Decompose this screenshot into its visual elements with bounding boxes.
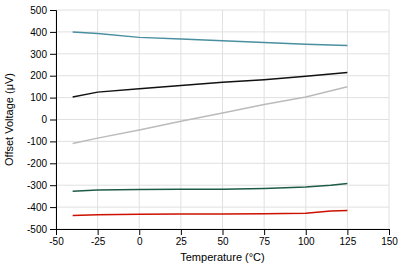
y-tick-mark [50, 54, 56, 55]
y-tick-label: 0 [41, 114, 47, 125]
y-tick-mark [50, 120, 56, 121]
x-tick-mark [223, 229, 224, 235]
y-tick-label: -100 [27, 136, 47, 147]
series-line [73, 183, 348, 191]
x-tick-label: -25 [91, 236, 106, 247]
y-tick: 300 [30, 49, 56, 60]
y-tick: 200 [30, 70, 56, 81]
y-axis-title: Offset Voltage (μV) [3, 73, 15, 166]
y-tick: -500 [27, 224, 56, 235]
grid-line-y [56, 119, 389, 120]
grid-line-y [56, 10, 389, 11]
grid-line-y [56, 31, 389, 32]
x-tick-label: 25 [176, 236, 188, 247]
y-tick-label: -200 [27, 158, 47, 169]
x-tick-label: 50 [217, 236, 229, 247]
y-tick-label: -500 [27, 224, 47, 235]
y-tick-label: -300 [27, 180, 47, 191]
series-line [73, 210, 348, 215]
x-tick-mark [181, 229, 182, 235]
y-tick-mark [50, 10, 56, 11]
x-tick-mark [389, 229, 390, 235]
y-tick: -400 [27, 202, 56, 213]
x-tick-label: 150 [381, 236, 398, 247]
x-tick: 125 [340, 229, 357, 247]
x-tick-label: 100 [298, 236, 315, 247]
x-tick: 0 [137, 229, 143, 247]
grid [56, 10, 389, 229]
y-tick: 0 [41, 114, 56, 125]
x-tick: 150 [381, 229, 398, 247]
y-tick: 400 [30, 27, 56, 38]
grid-line-y [56, 163, 389, 164]
y-axis: -500 -400 -300 -200 -100 0 100 200 300 400 500 [27, 5, 57, 235]
y-tick-mark [50, 141, 56, 142]
grid-line-y [56, 207, 389, 208]
y-tick-label: 200 [30, 70, 47, 81]
x-axis-line [57, 230, 390, 236]
x-tick: 50 [217, 229, 229, 247]
x-tick-label: 75 [259, 236, 271, 247]
y-tick-label: 100 [30, 92, 47, 103]
chart: -50 -25 0 25 50 75 100 125 150 -500 -400 -300 -200 -1… [0, 0, 405, 267]
x-tick-mark [306, 229, 307, 235]
y-tick: -200 [27, 158, 56, 169]
y-tick: 100 [30, 92, 56, 103]
series-line [73, 32, 348, 46]
y-tick-label: -400 [27, 202, 47, 213]
y-tick-mark [50, 229, 56, 230]
y-tick-mark [50, 185, 56, 186]
y-tick: 500 [30, 5, 56, 16]
x-tick-label: -50 [49, 236, 64, 247]
y-tick-mark [50, 32, 56, 33]
grid-line-y [56, 53, 389, 54]
grid-line-y [56, 75, 389, 76]
y-tick: -100 [27, 136, 56, 147]
x-axis-title: Temperature (°C) [180, 251, 264, 263]
x-tick-mark [98, 229, 99, 235]
y-axis-line [50, 11, 57, 230]
y-tick-mark [50, 98, 56, 99]
x-tick: 25 [176, 229, 188, 247]
series-line [73, 72, 348, 97]
x-tick-label: 0 [137, 236, 143, 247]
x-tick-mark [264, 229, 265, 235]
plot-area [73, 32, 348, 216]
x-tick: -50 [49, 229, 64, 247]
y-tick-mark [50, 76, 56, 77]
grid-line-y [56, 141, 389, 142]
x-tick-mark [139, 229, 140, 235]
y-tick-mark [50, 207, 56, 208]
x-tick: -25 [91, 229, 106, 247]
y-tick-mark [50, 163, 56, 164]
grid-line-y [56, 97, 389, 98]
y-tick-label: 300 [30, 49, 47, 60]
x-tick: 75 [259, 229, 271, 247]
y-tick-label: 400 [30, 27, 47, 38]
x-axis: -50 -25 0 25 50 75 100 125 150 [49, 229, 398, 247]
y-tick: -300 [27, 180, 56, 191]
x-tick-label: 125 [340, 236, 357, 247]
y-tick-label: 500 [30, 5, 47, 16]
x-tick: 100 [298, 229, 315, 247]
series-line [73, 87, 348, 144]
x-tick-mark [347, 229, 348, 235]
